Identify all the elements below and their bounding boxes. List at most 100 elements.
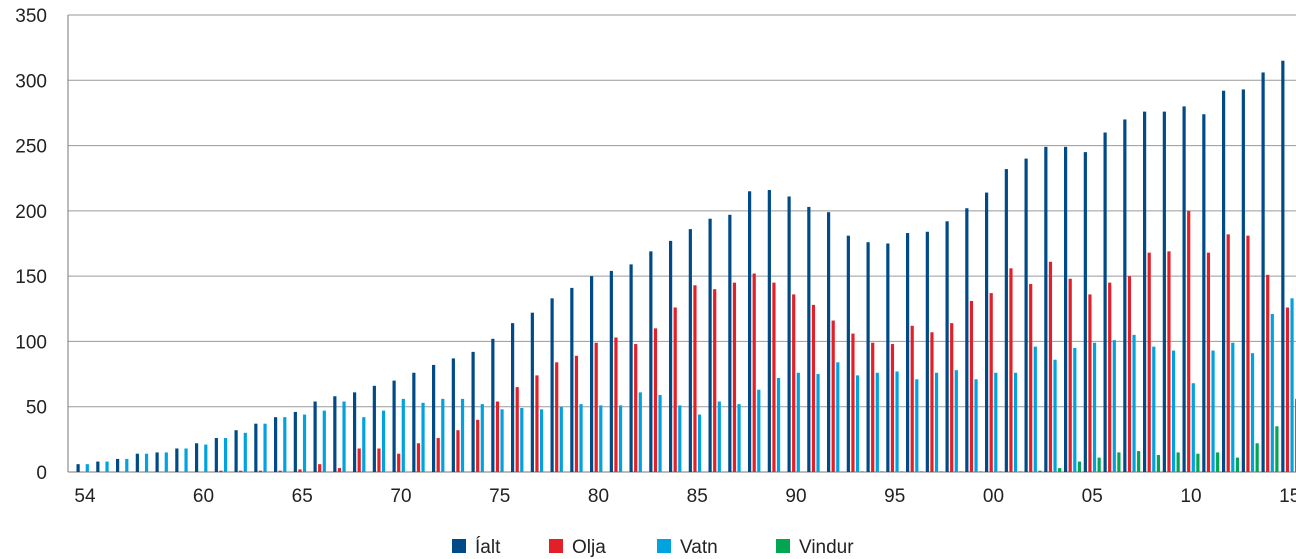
y-tick-label: 300 [15,71,47,92]
bar-vatn [1231,342,1235,472]
y-tick-label: 50 [26,398,47,419]
bar-olja [357,448,361,472]
bar-vindur [1077,461,1081,472]
bar-vatn [421,402,425,472]
bar-íalt [530,312,534,472]
legend-label: Íalt [475,537,501,558]
bar-olja [495,401,500,472]
bar-vatn [1112,340,1116,472]
x-tick-label: 85 [687,486,708,507]
bar-olja [1266,274,1270,472]
bar-olja [594,342,598,472]
bar-íalt [748,191,752,472]
bar-olja [634,344,638,472]
bar-íalt [728,214,732,472]
bar-olja [831,320,835,472]
bar-íalt [945,221,949,472]
bar-olja [1068,278,1072,472]
bar-íalt [372,385,376,472]
bar-íalt [1162,111,1166,472]
bar-íalt [234,430,238,472]
bar-vatn [934,372,939,472]
bar-vatn [954,370,958,472]
bar-íalt [511,323,515,472]
bar-íalt [353,392,357,472]
bar-íalt [570,287,574,472]
y-tick-label: 150 [15,267,47,288]
bar-vatn [855,375,860,472]
bar-vatn [1092,342,1097,472]
bar-olja [555,362,559,472]
bar-íalt [649,251,653,472]
bar-vatn [263,423,267,472]
bar-vatn [105,461,109,472]
bar-vindur [1176,452,1180,472]
bar-íalt [767,189,771,473]
x-tick-label: 95 [884,486,905,507]
bar-olja [456,430,460,472]
bar-íalt [787,196,791,472]
bar-íalt [1044,146,1048,472]
bar-vatn [283,417,287,472]
bar-íalt [412,372,416,472]
bar-vatn [362,417,366,472]
bar-olja [851,333,855,472]
bar-íalt [669,240,673,472]
bar-olja [476,419,480,472]
bar-vatn [678,405,682,472]
bar-vatn [618,405,623,472]
bar-vatn [1171,350,1176,472]
bar-vindur [1038,470,1042,472]
bar-íalt [886,243,890,472]
bar-íalt [866,242,870,472]
gridlines [67,14,1296,473]
bar-íalt [1182,106,1186,473]
bar-vindur [860,471,864,472]
y-tick-label: 0 [36,463,47,484]
bar-vatn [1152,346,1156,472]
bar-íalt [76,464,80,472]
bar-íalt [1222,90,1226,472]
bar-olja [950,323,954,472]
bar-vatn [204,444,208,472]
bar-íalt [116,458,120,472]
bar-vindur [1235,457,1239,472]
bar-vatn [875,372,879,472]
bar-íalt [491,338,495,472]
bar-olja [693,285,697,472]
bar-vatn [638,392,642,472]
bar-olja [930,332,934,472]
x-tick-label: 65 [292,486,313,507]
bar-íalt [1083,152,1087,472]
bar-íalt [1024,158,1028,472]
bar-olja [574,355,579,472]
bar-olja [397,453,401,472]
x-tick-label: 00 [983,486,1004,507]
bar-vatn [717,401,721,472]
bar-vindur [919,471,923,472]
bar-vindur [1018,471,1022,472]
bar-íalt [1261,72,1265,473]
bar-íalt [392,380,396,472]
legend-swatch [549,539,563,553]
bar-vatn [401,398,405,472]
bar-vindur [998,471,1002,472]
bar-olja [792,294,796,472]
bar-íalt [1103,132,1107,472]
bar-íalt [175,448,179,472]
bar-olja [436,438,440,472]
bar-vatn [500,409,504,472]
bar-vindur [979,471,983,472]
bar-vatn [184,448,188,472]
bar-vatn [144,453,149,472]
bar-olja [337,468,342,472]
bar-olja [772,282,776,472]
bar-olja [239,470,243,472]
bar-vatn [658,394,662,472]
bar-olja [1206,252,1211,472]
bar-olja [1167,251,1171,472]
bar-vatn [757,389,761,472]
bar-olja [318,464,322,472]
bar-olja [1009,268,1013,472]
bar-vindur [1255,443,1259,472]
